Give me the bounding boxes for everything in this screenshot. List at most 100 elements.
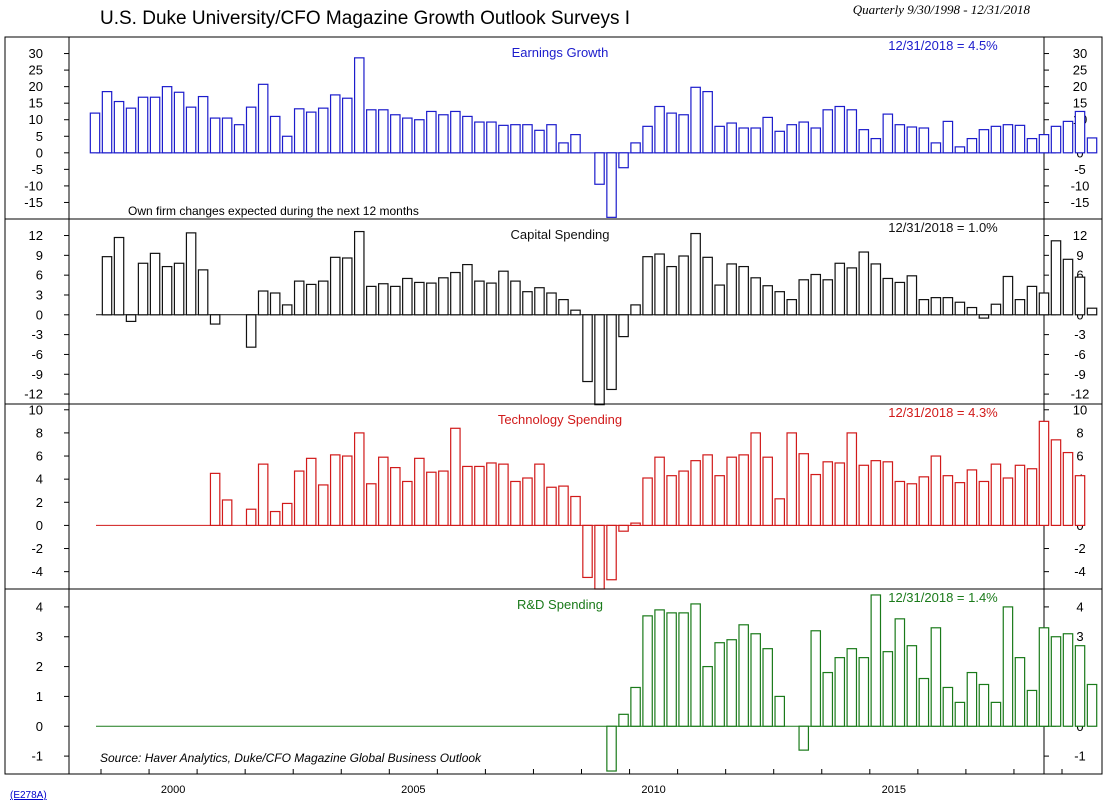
capital-spendingbar <box>209 314 221 325</box>
earnings-growthbar <box>798 121 810 154</box>
r-d-spendingbar <box>774 695 785 727</box>
capital-spendingbar <box>690 232 701 316</box>
technology-spendingbar <box>570 495 581 527</box>
r-d-spendingbar <box>678 612 689 727</box>
capital-spendingbar <box>197 269 209 316</box>
r-d-spendingbar <box>654 609 665 727</box>
capital-spendingy-tick-label-left: 3 <box>36 287 43 302</box>
earnings-growthbar <box>498 124 509 154</box>
earnings-growthbar <box>281 135 293 154</box>
r-d-spendingbar <box>630 686 641 727</box>
technology-spendingbar <box>498 463 509 527</box>
earnings-growthbar <box>906 126 918 154</box>
technology-spendingy-tick-label-right: 8 <box>1076 425 1083 440</box>
technology-spendingbar <box>966 469 978 527</box>
technology-spendingbar <box>978 480 990 527</box>
earnings-growthbar <box>618 152 629 169</box>
earnings-growthbar <box>305 111 317 154</box>
capital-spendingy-tick-label-right: -9 <box>1074 367 1086 382</box>
earnings-growthbar <box>654 105 665 154</box>
capital-spendingbar <box>978 314 990 319</box>
earnings-growthbar <box>810 127 822 154</box>
r-d-spendinglatest-value-annotation: 12/31/2018 = 1.4% <box>888 590 998 605</box>
earnings-growthy-tick-label-left: 0 <box>36 145 43 160</box>
technology-spendingy-tick-label-left: 2 <box>36 495 43 510</box>
earnings-growthbar <box>366 109 377 154</box>
earnings-growthbar <box>474 121 485 154</box>
earnings-growthbar <box>161 86 173 154</box>
capital-spendingy-tick-label-left: 9 <box>36 248 43 263</box>
technology-spendingbar <box>209 472 221 527</box>
earnings-growthbar <box>942 120 954 154</box>
capital-spendingbar <box>161 265 173 316</box>
capital-spendingbar <box>894 281 906 316</box>
earnings-growthbar <box>726 122 737 154</box>
capital-spendingbar <box>438 277 449 316</box>
technology-spendingbar <box>426 471 437 527</box>
capital-spendingbar <box>353 230 365 316</box>
earnings-growthbar <box>414 119 425 154</box>
capital-spendingbar <box>738 265 749 316</box>
earnings-growthbar <box>858 129 870 154</box>
earnings-growthbar <box>185 106 197 154</box>
capital-spendingbar <box>870 263 882 316</box>
technology-spendingbar <box>726 456 737 527</box>
earnings-growthbar <box>438 114 449 154</box>
capital-spendingbar <box>510 280 521 316</box>
technology-spendingbar <box>329 454 341 527</box>
technology-spendingy-tick-label-right: 6 <box>1076 449 1083 464</box>
capital-spendingbar <box>245 314 257 348</box>
capital-spendingbar <box>954 301 966 316</box>
technology-spendingbar <box>714 475 725 527</box>
r-d-spendingbar <box>702 665 713 727</box>
earnings-growthbar <box>666 112 677 154</box>
capital-spendingy-tick-label-left: -3 <box>31 327 43 342</box>
earnings-growthbar <box>293 108 305 154</box>
r-d-spendingbar <box>642 615 653 727</box>
technology-spendingbar <box>906 483 918 527</box>
r-d-spendingbar <box>942 686 954 727</box>
technology-spendingy-tick-label-right: -4 <box>1074 564 1086 579</box>
earnings-growthbar <box>894 124 906 154</box>
r-d-spendingbar <box>990 701 1002 727</box>
capital-spendingbar <box>618 314 629 338</box>
technology-spendingbar <box>786 432 798 527</box>
technology-spendingbar <box>378 456 389 527</box>
capital-spendingbar <box>906 275 918 316</box>
technology-spendingbar <box>269 510 281 527</box>
earnings-growthy-tick-label-left: 10 <box>29 112 43 127</box>
r-d-spendingbar <box>606 725 617 772</box>
technology-spendingbar <box>870 460 882 527</box>
r-d-spendingbar <box>834 657 846 727</box>
capital-spendingbar <box>450 271 461 316</box>
capital-spendingbar <box>1026 285 1038 316</box>
r-d-spendingbar <box>966 671 978 727</box>
r-d-spendingbar <box>930 627 942 727</box>
technology-spendingbar <box>546 486 557 527</box>
earnings-growthbar <box>678 114 689 154</box>
r-d-spendingy-tick-label-left: 0 <box>36 719 43 734</box>
capital-spendingbar <box>101 256 113 316</box>
technology-spendingbar <box>281 502 293 527</box>
earnings-growthbar <box>1038 134 1050 154</box>
technology-spendingy-tick-label-right: -2 <box>1074 541 1086 556</box>
capital-spendingbar <box>666 265 677 316</box>
r-d-spendingbar <box>858 657 870 727</box>
capital-spendingbar <box>173 262 185 316</box>
r-d-spendingbar <box>822 671 834 727</box>
capital-spendingbar <box>642 256 653 316</box>
capital-spendingbar <box>498 270 509 316</box>
capital-spendingy-tick-label-right: 9 <box>1076 248 1083 263</box>
r-d-spendingbar <box>870 594 882 727</box>
r-d-spendingbar <box>618 713 629 727</box>
earnings-growthbar <box>233 124 245 154</box>
series-code-link[interactable]: (E278A) <box>10 790 47 801</box>
capital-spendingbar <box>329 256 341 316</box>
technology-spendingbar <box>918 476 930 527</box>
technology-spendingbar <box>1038 420 1050 527</box>
earnings-growthy-tick-label-right: 30 <box>1073 46 1087 61</box>
r-d-spendingbar <box>894 618 906 727</box>
earnings-growthy-tick-label-left: -5 <box>31 162 43 177</box>
capital-spendingbar <box>378 283 389 316</box>
r-d-spendingy-tick-label-left: -1 <box>31 749 43 764</box>
